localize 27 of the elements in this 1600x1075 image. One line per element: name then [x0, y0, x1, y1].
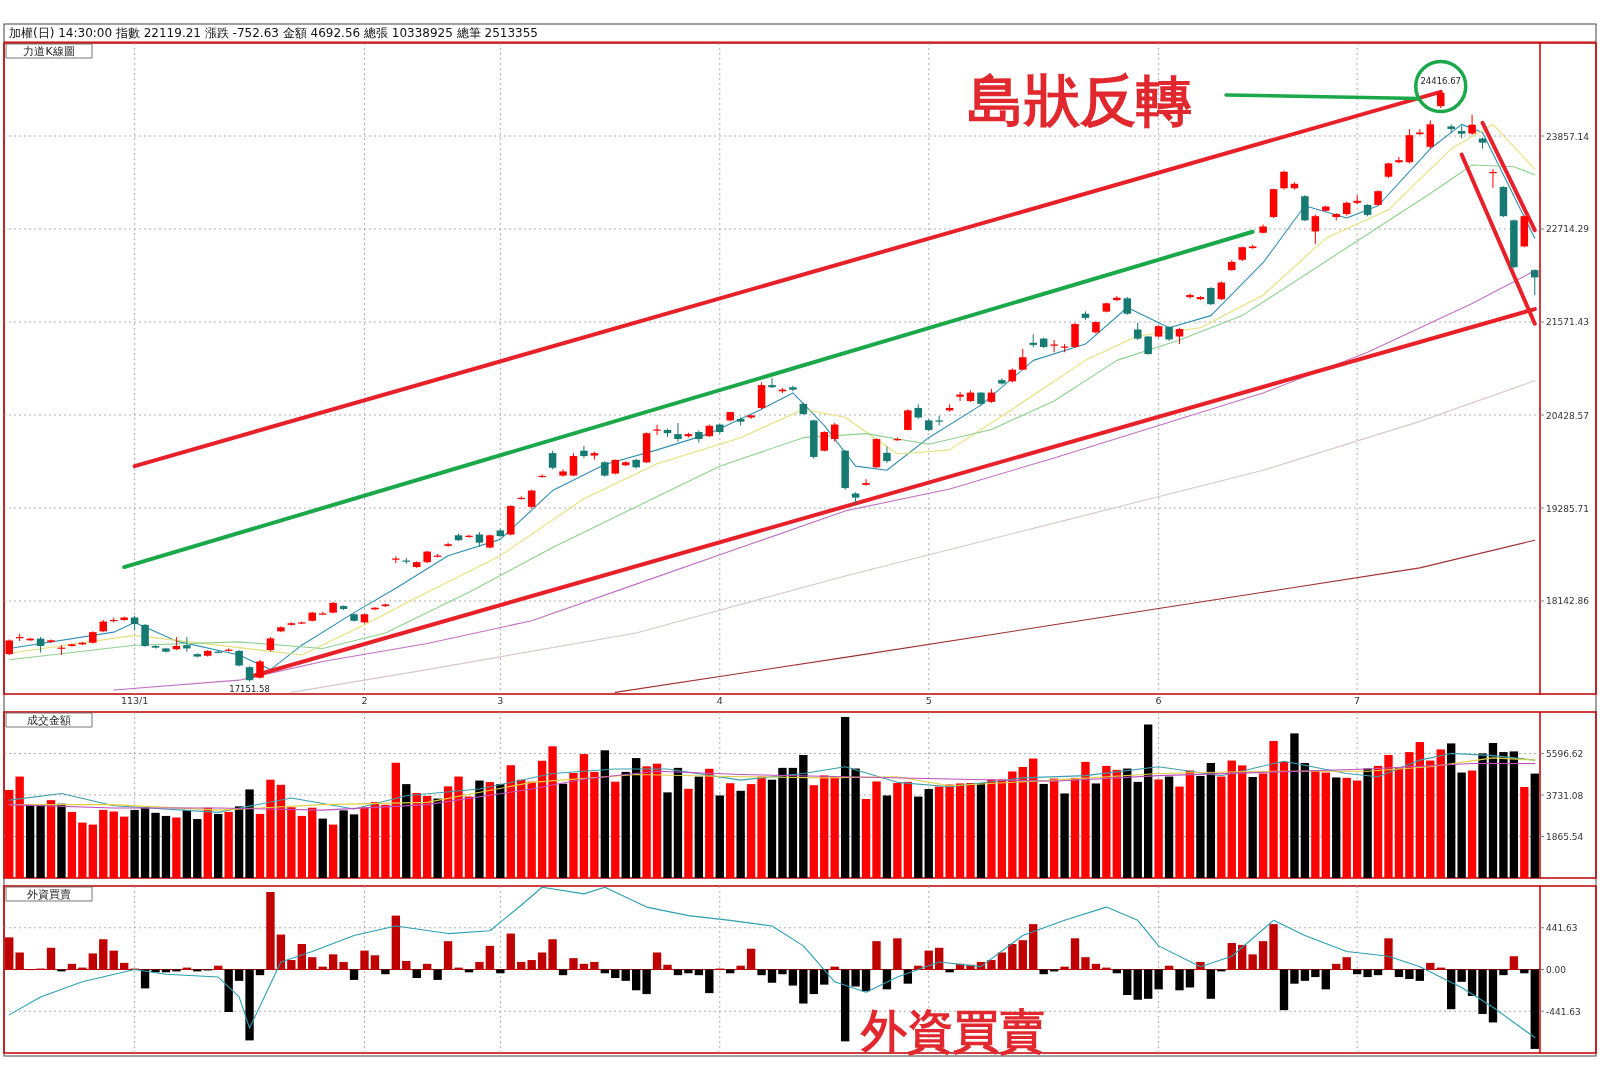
y-tick-label: 3731.08: [1546, 790, 1584, 801]
x-tick-label: 5: [925, 695, 932, 706]
y-tick-label: 19285.71: [1546, 503, 1589, 514]
y-tick-label: 441.63: [1546, 923, 1578, 934]
x-tick-label: 113/1: [120, 695, 149, 706]
y-tick-label: 18142.86: [1546, 596, 1590, 607]
chart-title: 加權(日) 14:30:00 指數 22119.21 漲跌 -752.63 金額 4692.56 總張 10338925 總筆 2513355: [9, 26, 538, 40]
x-tick-label: 7: [1354, 695, 1361, 706]
y-tick-label: 20428.57: [1546, 410, 1589, 421]
y-tick-label: 5596.62: [1546, 749, 1584, 759]
y-tick-label: -441.63: [1546, 1006, 1581, 1017]
y-tick-label: 22714.29: [1546, 224, 1590, 235]
x-tick-label: 2: [361, 695, 368, 706]
y-tick-label: 23857.14: [1546, 131, 1590, 142]
x-tick-label: 3: [497, 695, 504, 706]
y-tick-label: 1865.54: [1546, 832, 1584, 842]
annotation: 島狀反轉: [968, 68, 1192, 133]
chart-subtitle: 力道K線圖: [23, 45, 75, 58]
x-tick-label: 4: [716, 695, 723, 706]
chart-title: 成交金額: [27, 714, 71, 727]
annotation: 17151.58: [229, 683, 270, 694]
chart-title: 外資買賣: [27, 888, 71, 901]
annotation: 24416.67: [1420, 76, 1462, 87]
y-tick-label: 21571.43: [1546, 317, 1589, 328]
y-tick-label: 0.00: [1546, 965, 1567, 975]
x-tick-label: 6: [1155, 695, 1162, 706]
annotation: 外資買賣: [859, 1004, 1045, 1058]
